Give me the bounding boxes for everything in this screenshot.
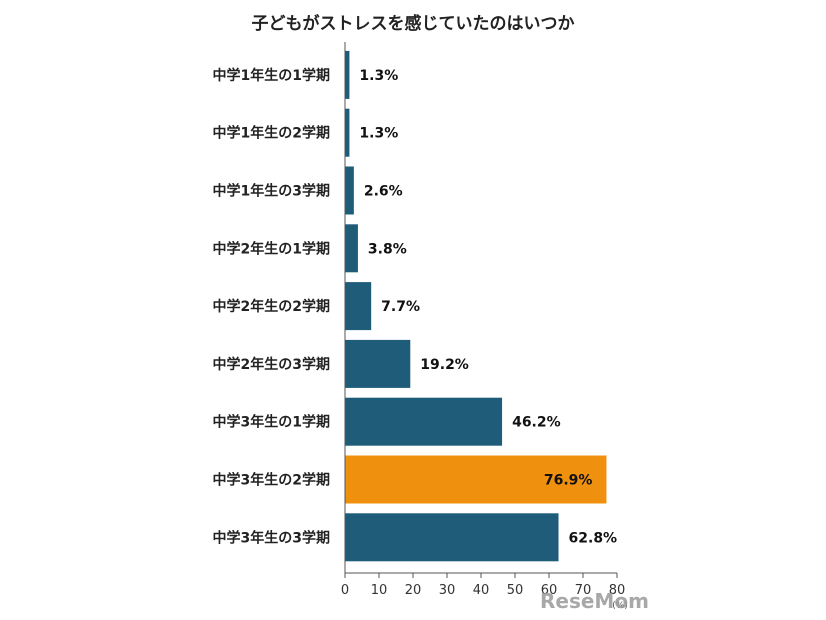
bar-1 (345, 50, 350, 99)
value-labels: 1.3% 1.3% 2.6% 3.8% 7.7% 19.2% 46.2% 76.9% 62.8% (359, 68, 617, 546)
category-label-6: 中学2年生の3学期 (213, 356, 330, 373)
value-label-8: 76.9% (544, 473, 593, 489)
category-label-8: 中学3年生の2学期 (213, 472, 330, 489)
bar-6 (345, 339, 411, 388)
bar-3 (345, 166, 354, 215)
bar-7 (345, 397, 503, 446)
chart-title: 子どもがストレスを感じていたのはいつか (252, 13, 575, 34)
x-tick-label-5: 50 (507, 583, 524, 598)
x-tick-label-2: 20 (405, 583, 422, 598)
value-label-5: 7.7% (381, 299, 420, 315)
bar-5 (345, 282, 372, 331)
x-tick-label-4: 40 (473, 583, 490, 598)
category-label-4: 中学2年生の1学期 (213, 240, 330, 257)
category-label-1: 中学1年生の1学期 (213, 67, 330, 84)
value-label-2: 1.3% (359, 126, 398, 142)
value-label-6: 19.2% (420, 357, 469, 373)
value-label-4: 3.8% (368, 241, 407, 257)
bar-8 (345, 455, 607, 504)
value-label-3: 2.6% (364, 184, 403, 200)
category-label-9: 中学3年生の3学期 (213, 529, 330, 546)
category-label-2: 中学1年生の2学期 (213, 125, 330, 142)
x-axis: 0 10 20 30 40 50 60 70 80 (341, 42, 625, 598)
x-tick-label-1: 10 (371, 583, 388, 598)
bars-group (345, 50, 607, 562)
category-label-5: 中学2年生の2学期 (213, 298, 330, 315)
category-label-3: 中学1年生の3学期 (213, 183, 330, 200)
value-label-1: 1.3% (359, 68, 398, 84)
category-labels: 中学1年生の1学期中学1年生の2学期中学1年生の3学期中学2年生の1学期中学2年… (213, 67, 330, 546)
x-tick-label-8: 80 (609, 583, 626, 598)
bar-2 (345, 108, 350, 157)
x-tick-label-7: 70 (575, 583, 592, 598)
x-tick-label-3: 30 (439, 583, 456, 598)
x-tick-label-0: 0 (341, 583, 349, 598)
x-axis-unit: (%) (612, 601, 628, 611)
x-tick-label-6: 60 (541, 583, 558, 598)
watermark-logo: ReseMom (540, 589, 649, 613)
bar-9 (345, 513, 559, 562)
bar-4 (345, 224, 358, 273)
category-label-7: 中学3年生の1学期 (213, 414, 330, 431)
value-label-7: 46.2% (512, 415, 561, 431)
value-label-9: 62.8% (569, 530, 618, 546)
